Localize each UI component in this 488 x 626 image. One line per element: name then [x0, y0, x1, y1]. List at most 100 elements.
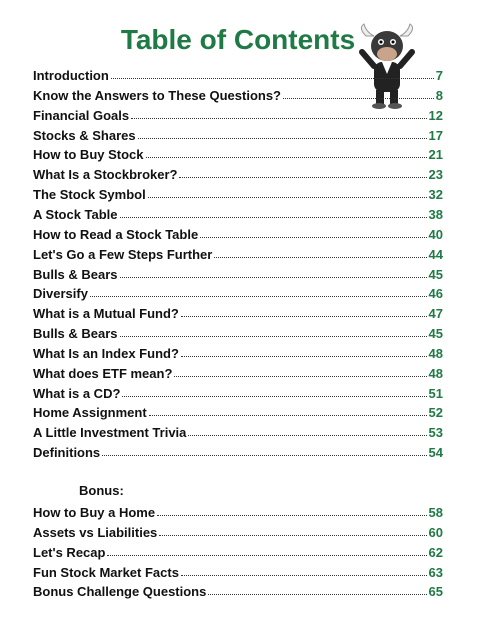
page-number: 53 [428, 425, 443, 441]
toc-entry: What is a CD? 51 [33, 383, 443, 401]
page-number: 21 [428, 147, 443, 163]
toc-entry: A Stock Table 38 [33, 204, 443, 222]
page-number: 45 [428, 326, 443, 342]
dot-leader [148, 415, 427, 417]
dot-leader [159, 534, 427, 536]
toc-entry: A Little Investment Trivia 53 [33, 422, 443, 440]
page-number: 44 [428, 246, 443, 262]
bonus-heading: Bonus: [79, 483, 124, 498]
dot-leader [283, 97, 434, 99]
toc-entry: Home Assignment 52 [33, 402, 443, 420]
title: Table of Contents [120, 24, 356, 55]
toc-entry: Fun Stock Market Facts 63 [33, 562, 443, 580]
entry-label: Introduction [33, 68, 109, 83]
page-number: 63 [428, 564, 443, 580]
dot-leader [110, 78, 434, 79]
page-number: 48 [428, 345, 443, 361]
page-number: 52 [428, 405, 443, 421]
page-number: 32 [428, 187, 443, 203]
entry-label: The Stock Symbol [33, 187, 146, 203]
entry-label: Definitions [33, 445, 101, 461]
dot-leader [107, 554, 427, 556]
entry-label: Fun Stock Market Facts [33, 564, 179, 580]
toc-entry: Know the Answers to These Questions? 8 [33, 85, 443, 103]
dot-leader [119, 276, 427, 278]
toc-entry: Let's Go a Few Steps Further 44 [33, 244, 443, 262]
page-number: 8 [435, 87, 443, 103]
entry-label: Diversify [33, 286, 88, 302]
entry-label: How to Read a Stock Table [33, 226, 199, 242]
page-number: 40 [428, 226, 443, 242]
page-number: 58 [428, 505, 443, 520]
page-number: 54 [428, 445, 443, 461]
dot-leader [137, 137, 427, 139]
bull-illustration [359, 23, 415, 109]
entry-label: Know the Answers to These Questions? [33, 87, 281, 103]
dot-leader [188, 435, 427, 437]
toc-entry: Bulls & Bears 45 [33, 264, 443, 282]
entry-label: A Little Investment Trivia [33, 425, 187, 441]
dot-leader [131, 117, 427, 119]
entry-label: Bulls & Bears [33, 326, 118, 342]
entry-label: Bonus Challenge Questions [33, 584, 207, 600]
dot-leader [214, 256, 427, 258]
toc-entry: Assets vs Liabilities 60 [33, 522, 443, 540]
page-number: 23 [428, 167, 443, 183]
toc-entry: What Is a Stockbroker? 23 [33, 164, 443, 182]
toc-entry: Stocks & Shares 17 [33, 125, 443, 143]
page-number: 60 [428, 524, 443, 540]
toc-entry: Definitions 54 [33, 442, 443, 460]
entry-label: What does ETF mean? [33, 365, 173, 381]
entry-label: How to Buy a Home [33, 505, 156, 520]
toc-entry: Bulls & Bears 45 [33, 323, 443, 341]
dot-leader [180, 574, 427, 576]
toc-entry: Introduction 7 [33, 65, 443, 83]
page-number: 62 [428, 544, 443, 560]
entry-label: What is a CD? [33, 385, 121, 401]
toc-entry: How to Buy a Home 58 [33, 502, 443, 520]
dot-leader [119, 336, 427, 338]
dot-leader [180, 355, 427, 357]
page-number: 48 [428, 365, 443, 381]
entry-label: Let's Go a Few Steps Further [33, 246, 213, 262]
page-number: 12 [428, 107, 443, 123]
dot-leader [102, 455, 427, 457]
dot-leader [145, 157, 427, 159]
toc-entry: Bonus Challenge Questions 65 [33, 581, 443, 599]
page-number: 51 [428, 385, 443, 401]
dot-leader [89, 296, 427, 298]
entry-label: Home Assignment [33, 405, 147, 421]
entry-label: Assets vs Liabilities [33, 524, 158, 540]
entry-label: What Is a Stockbroker? [33, 167, 178, 183]
toc-entry: The Stock Symbol 32 [33, 184, 443, 202]
entry-label: What Is an Index Fund? [33, 345, 179, 361]
page-number: 65 [428, 584, 443, 600]
toc-entry: How to Read a Stock Table 40 [33, 224, 443, 242]
toc-entry: Let's Recap 62 [33, 542, 443, 560]
toc-entry: What Is an Index Fund? 48 [33, 343, 443, 361]
toc-entry: How to Buy Stock 21 [33, 144, 443, 162]
page-number: 45 [428, 266, 443, 282]
entry-label: What is a Mutual Fund? [33, 306, 179, 322]
entry-label: Financial Goals [33, 107, 130, 123]
entry-label: Bulls & Bears [33, 266, 118, 282]
entry-label: Let's Recap [33, 544, 106, 560]
entry-label: Stocks & Shares [33, 127, 136, 143]
dot-leader [119, 216, 427, 218]
toc-entry: What is a Mutual Fund? 47 [33, 303, 443, 321]
dot-leader [174, 375, 427, 377]
dot-leader [147, 197, 427, 199]
entry-label: A Stock Table [33, 206, 118, 222]
dot-leader [122, 395, 427, 397]
page-number: 38 [428, 206, 443, 222]
page-number: 46 [428, 286, 443, 302]
page-number: 17 [428, 127, 443, 143]
entry-label: How to Buy Stock [33, 147, 144, 163]
dot-leader [180, 316, 427, 318]
toc-entry: Financial Goals 12 [33, 105, 443, 123]
toc-entry: What does ETF mean? 48 [33, 363, 443, 381]
dot-leader [208, 594, 427, 596]
toc-entry: Diversify 46 [33, 283, 443, 301]
dot-leader [157, 515, 427, 516]
